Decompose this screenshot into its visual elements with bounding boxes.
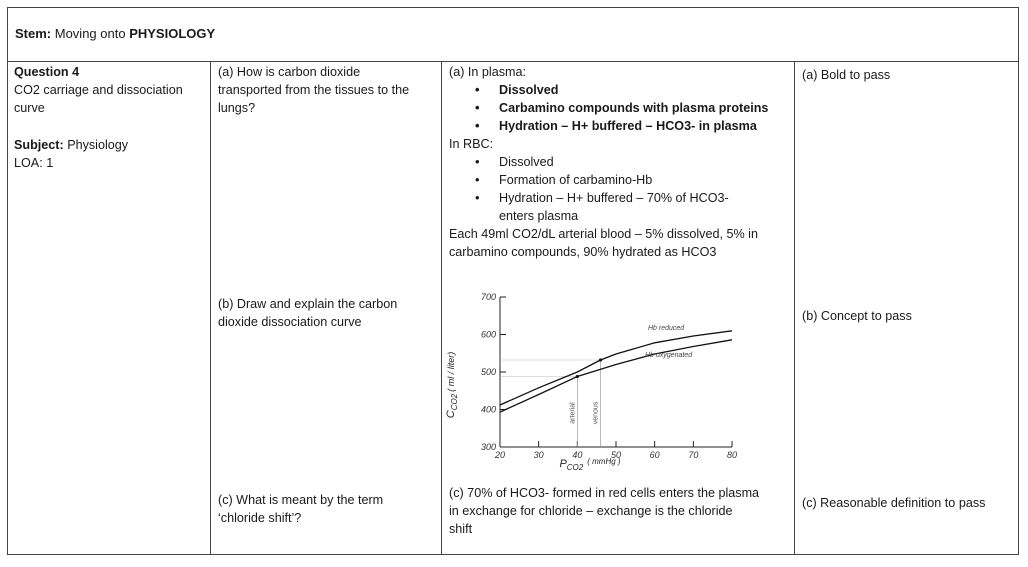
question-parts-column: (a) How is carbon dioxide transported fr… (211, 62, 442, 554)
subject-value: Physiology (67, 138, 129, 152)
x-tick-label: 80 (727, 450, 737, 460)
plasma-list: Dissolved Carbamino compounds with plasm… (449, 81, 794, 135)
x-tick-label: 50 (611, 450, 621, 460)
marking-column: (a) Bold to pass (b) Concept to pass (c)… (795, 62, 1018, 554)
question-title-line1: CO2 carriage and dissociation (14, 83, 183, 97)
stem-text-value: Moving onto (54, 26, 126, 41)
question-number: Question 4 (14, 65, 80, 79)
loa: LOA: 1 (14, 156, 54, 170)
stem-text: Stem: Moving onto PHYSIOLOGY (15, 26, 215, 41)
part-b-question: (b) Draw and explain the carbon dioxide … (218, 295, 397, 327)
part-c-line1: (c) What is meant by the term (218, 493, 384, 507)
stem-row: Stem: Moving onto PHYSIOLOGY (8, 8, 1018, 62)
x-tick-label: 70 (688, 450, 698, 460)
plasma-heading: (a) In plasma: (449, 65, 526, 79)
chart-svg: 300 400 500 600 700 20 30 40 50 60 70 80 arterial ven… (445, 292, 737, 472)
plasma-item: Hydration – H+ buffered – HCO3- in plasm… (475, 117, 794, 135)
part-a-line1: (a) How is carbon dioxide (218, 65, 361, 79)
rbc-item-continuation: enters plasma (499, 209, 579, 223)
x-tick-label: 20 (494, 450, 505, 460)
question-title-line2: curve (14, 101, 45, 115)
y-tick-label: 500 (481, 367, 496, 377)
series-line (499, 339, 733, 413)
y-tick-label: 700 (481, 292, 496, 302)
plasma-item: Carbamino compounds with plasma proteins (475, 99, 794, 117)
plasma-item: Dissolved (475, 81, 794, 99)
part-a-line3: lungs? (218, 101, 256, 115)
part-b-line2: dioxide dissociation curve (218, 315, 362, 327)
question-sheet: Stem: Moving onto PHYSIOLOGY Question 4 … (7, 7, 1019, 555)
stem-label: Stem: (15, 26, 52, 41)
rbc-item: Hydration – H+ buffered – 70% of HCO3- (475, 189, 794, 207)
part-c-question: (c) What is meant by the term ‘chloride … (218, 491, 383, 527)
marking-a: (a) Bold to pass (802, 68, 891, 82)
subject-label: Subject: (14, 138, 64, 152)
rbc-item: Formation of carbamino-Hb (475, 171, 794, 189)
series-line (499, 330, 733, 406)
series-label: Hb reduced (648, 325, 685, 332)
marking-c: (c) Reasonable definition to pass (802, 496, 986, 510)
x-tick-label: 40 (572, 450, 582, 460)
part-a-answer: (a) In plasma: Dissolved Carbamino compo… (449, 63, 794, 261)
marking-b: (b) Concept to pass (802, 309, 912, 323)
part-a-line2: transported from the tissues to the (218, 83, 410, 97)
part-c-line2: ‘chloride shift’? (218, 511, 302, 525)
y-tick-label: 400 (481, 405, 496, 415)
question-info: Question 4 CO2 carriage and dissociation… (14, 63, 183, 172)
summary-line2: carbamino compounds, 90% hydrated as HCO… (449, 245, 717, 259)
chart-xlabel: PCO2( mmHg ) (559, 457, 620, 472)
chart-plot: 300 400 500 600 700 20 30 40 50 60 70 80 arterial ven… (481, 292, 737, 460)
x-tick-label: 60 (650, 450, 660, 460)
c-answer-line2: in exchange for chloride – exchange is t… (449, 504, 733, 518)
summary-line1: Each 49ml CO2/dL arterial blood – 5% dis… (449, 227, 758, 241)
chart-ylabel: CCO2( ml / liter) (445, 352, 459, 418)
co2-dissociation-chart: 300 400 500 600 700 20 30 40 50 60 70 80 arterial ven… (440, 285, 740, 475)
x-tick-label: 30 (534, 450, 544, 460)
c-answer-line3: shift (449, 522, 473, 536)
part-c-answer: (c) 70% of HCO3- formed in red cells ent… (449, 484, 794, 538)
marker-label: venous (593, 401, 600, 424)
rbc-heading: In RBC: (449, 137, 494, 151)
c-answer-line1: (c) 70% of HCO3- formed in red cells ent… (449, 486, 760, 500)
part-a-question: (a) How is carbon dioxide transported fr… (218, 63, 409, 117)
stem-topic: PHYSIOLOGY (129, 26, 216, 41)
subject-line: Subject: Physiology (14, 136, 183, 154)
series-label: Hb oxygenated (645, 352, 693, 359)
marker-label: arterial (569, 402, 576, 424)
part-b-line1: (b) Draw and explain the carbon (218, 297, 398, 311)
question-info-column: Question 4 CO2 carriage and dissociation… (8, 62, 211, 554)
rbc-list: Dissolved Formation of carbamino-Hb Hydr… (449, 153, 794, 207)
y-tick-label: 600 (481, 330, 496, 340)
y-tick-label: 300 (481, 442, 496, 452)
answers-column: (a) In plasma: Dissolved Carbamino compo… (442, 62, 795, 554)
rbc-item: Dissolved (475, 153, 794, 171)
